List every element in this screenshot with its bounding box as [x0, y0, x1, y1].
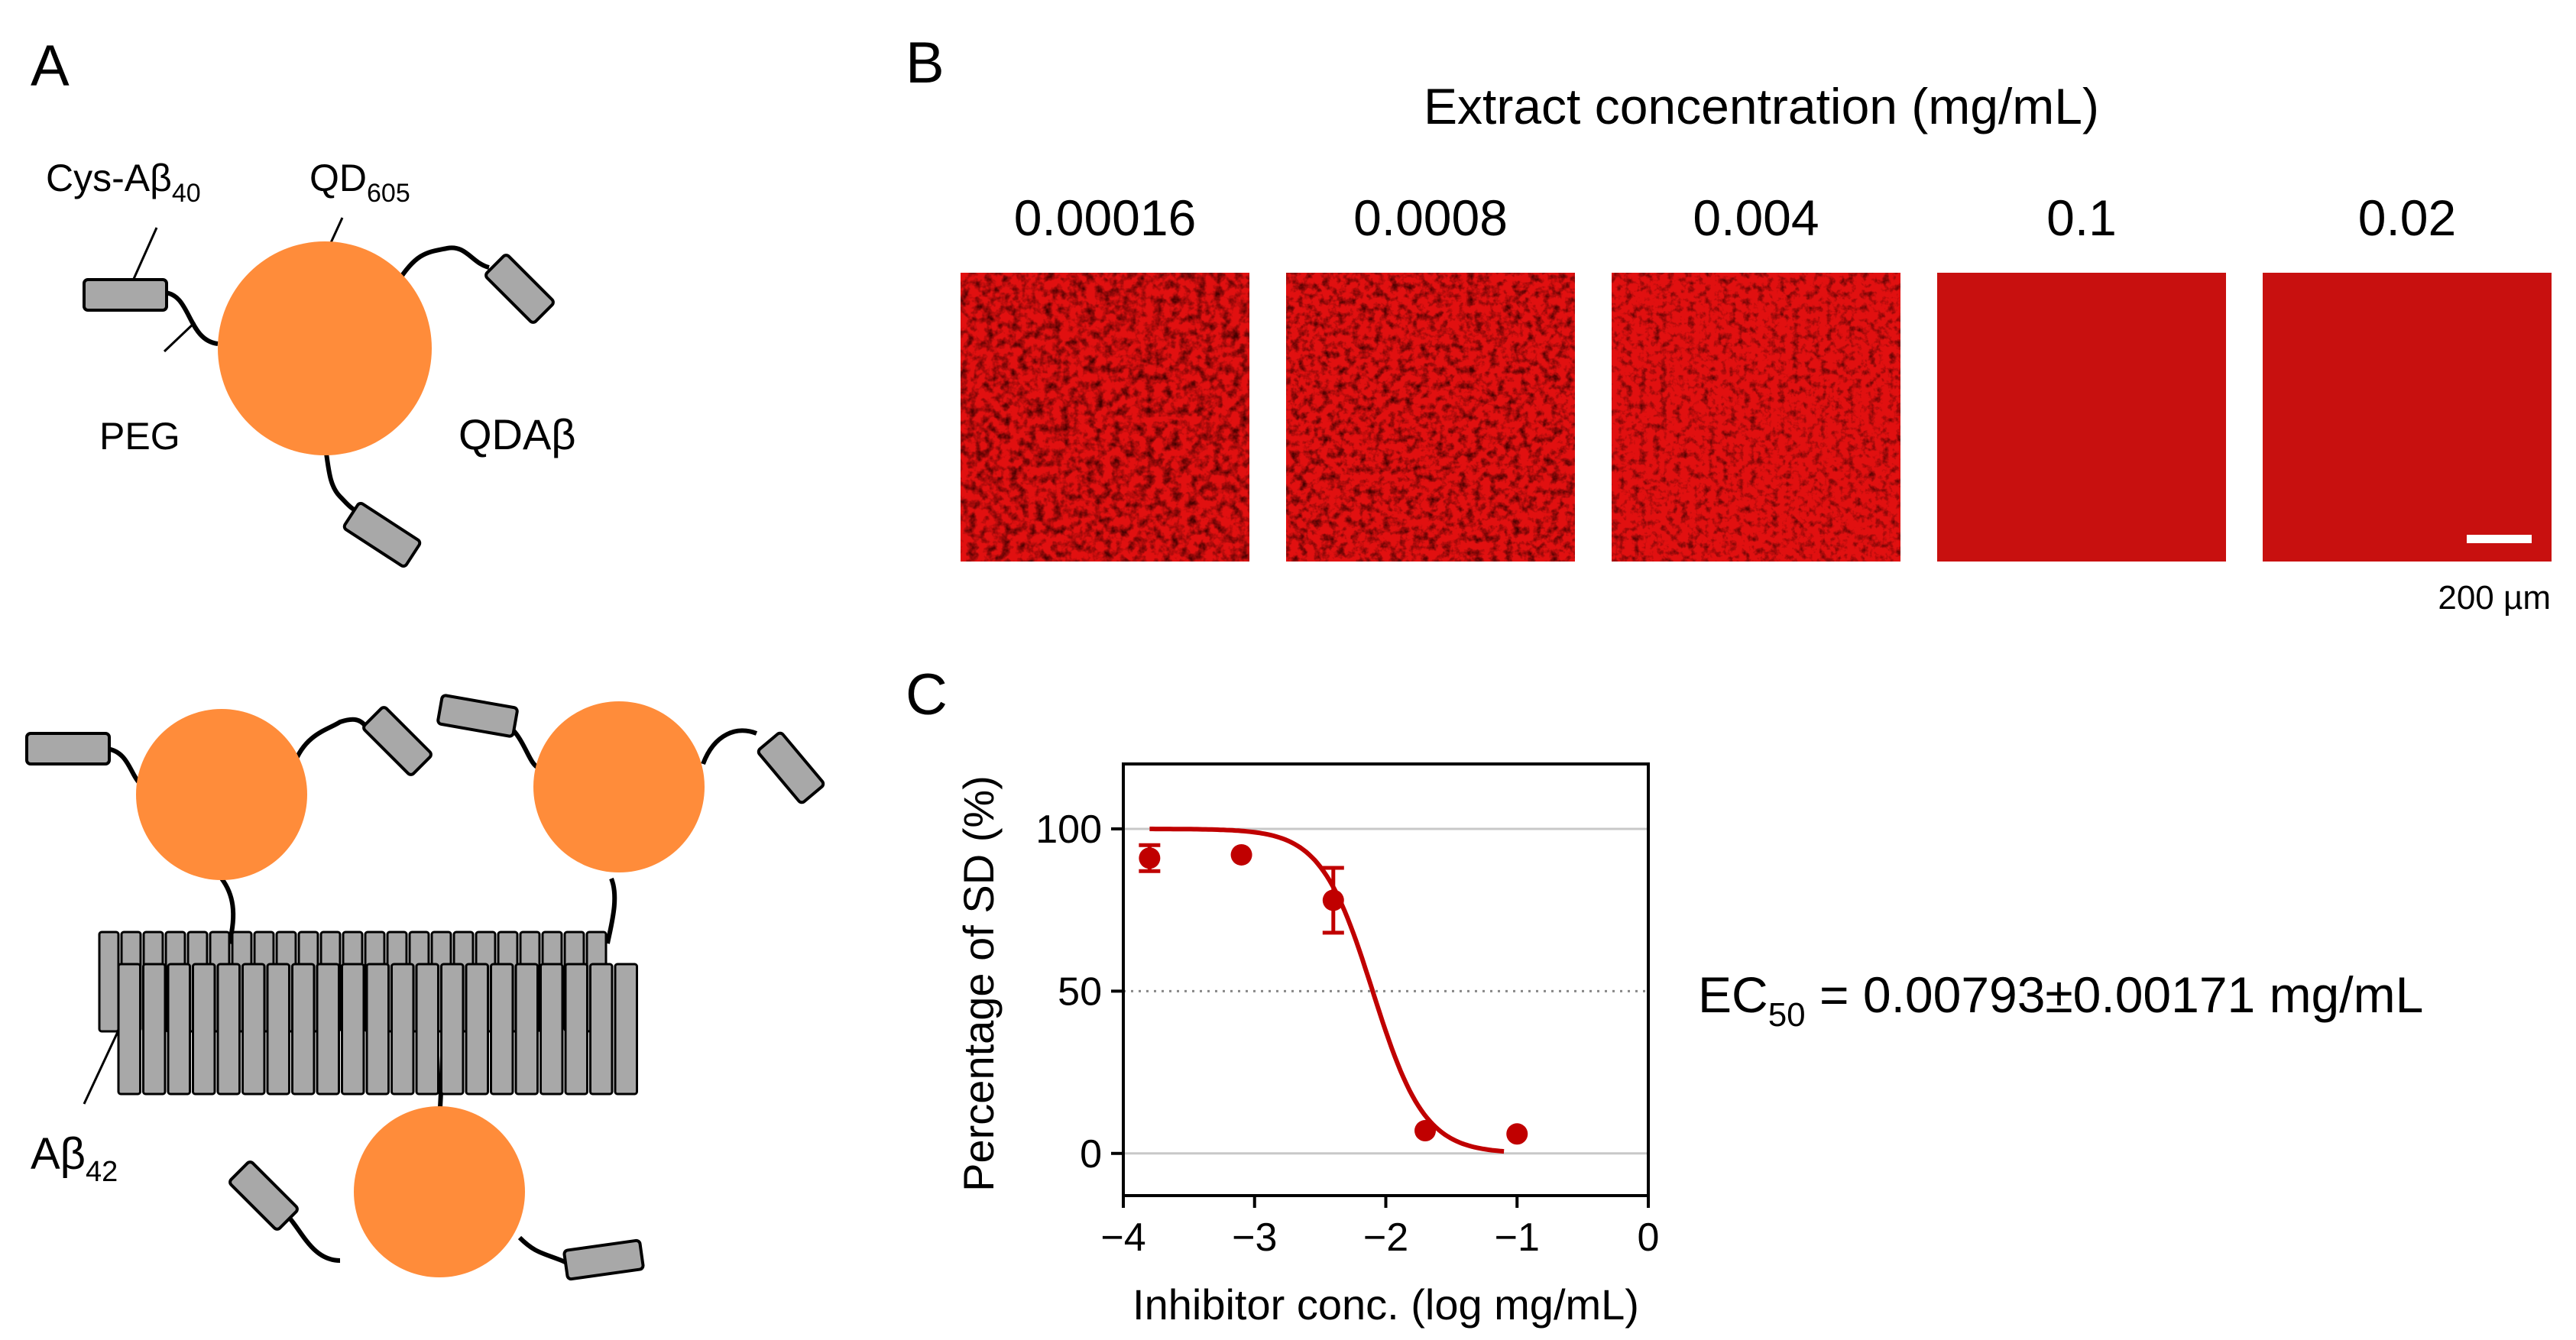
fibril-monomer-back [98, 931, 120, 1033]
quantum-dot [218, 241, 432, 455]
x-tick-label: −1 [1495, 1215, 1540, 1260]
panel-label-c: C [906, 662, 948, 727]
quantum-dot [354, 1106, 525, 1277]
concentration-label: 0.02 [2358, 189, 2456, 246]
fibril-monomer-front [291, 963, 316, 1096]
peg-linker [395, 245, 490, 284]
fibril-monomer-front [540, 963, 564, 1096]
panel-label-a: A [31, 34, 70, 99]
x-tick-label: −3 [1232, 1215, 1277, 1260]
abeta-peptide [562, 1238, 645, 1281]
abeta-peptide [436, 694, 519, 738]
data-point [1139, 847, 1161, 869]
fibril-monomer-front [142, 963, 167, 1096]
ab42-pointer-line [83, 1021, 124, 1105]
abeta-peptide [362, 706, 433, 776]
aggregate-speckle-texture [961, 273, 1249, 562]
peg-linker [292, 717, 368, 765]
fibril-monomer-front [490, 963, 514, 1096]
concentration-label: 0.0008 [1353, 189, 1508, 246]
fibril-monomer-front [465, 963, 489, 1096]
scale-bar [2467, 535, 2532, 543]
y-tick-label: 50 [1058, 969, 1102, 1014]
cys-abeta-peptide [83, 278, 168, 312]
x-tick-label: −2 [1363, 1215, 1408, 1260]
y-tick-label: 100 [1035, 808, 1102, 852]
abeta-peptide [228, 1160, 299, 1231]
y-tick-label: 0 [1080, 1132, 1102, 1177]
data-point [1506, 1123, 1528, 1145]
x-tick-label: −4 [1100, 1215, 1145, 1260]
fibril-monomer-front [316, 963, 340, 1096]
qdab-label: QDAβ [458, 410, 576, 458]
abeta-peptide [342, 502, 422, 568]
fibril-monomer-front [117, 963, 141, 1096]
abeta-peptide [757, 731, 825, 804]
concentration-label: 0.1 [2046, 189, 2117, 246]
fibril-monomer-front [241, 963, 266, 1096]
fibril-monomer-front [440, 963, 465, 1096]
microscopy-image-uniform [1937, 273, 2226, 562]
x-axis-label: Inhibitor conc. (log mg/mL) [1132, 1280, 1639, 1329]
fibril-monomer-front [192, 963, 216, 1096]
fibril-monomer-front [216, 963, 241, 1096]
quantum-dot [136, 709, 307, 880]
y-axis-label: Percentage of SD (%) [954, 775, 1003, 1192]
fibril-monomer-front [365, 963, 390, 1096]
fibril-monomer-front [167, 963, 191, 1096]
fibril-monomer-front [390, 963, 415, 1096]
peg-label: PEG [99, 415, 180, 458]
dose-response-chart: −4 −3 −2 −1 0 0 50 100 Inhibitor conc. (log mg/m… [954, 762, 1660, 1329]
concentration-label: 0.00016 [1014, 189, 1197, 246]
quantum-dot [533, 701, 705, 872]
microscopy-image-uniform [2263, 273, 2552, 562]
microscopy-row: 0.00016 0.0008 0.004 0.1 0.02 [961, 189, 2552, 562]
peg-linker [164, 290, 219, 346]
concentration-label: 0.004 [1693, 189, 1819, 246]
fibril-monomer-front [614, 963, 638, 1096]
ec50-annotation: EC50 = 0.00793±0.00171 mg/mL [1698, 966, 2423, 1034]
fibril-monomer-front [564, 963, 588, 1096]
panel-b-title: Extract concentration (mg/mL) [1424, 78, 2099, 134]
abeta-peptide [484, 254, 555, 324]
peg-pointer-line [163, 321, 196, 353]
x-tick-label: 0 [1638, 1215, 1660, 1260]
fibril-monomer-front [266, 963, 290, 1096]
qd-label: QD605 [309, 157, 410, 208]
fibril-monomer-front [589, 963, 614, 1096]
data-point [1322, 889, 1344, 911]
peg-linker [605, 877, 617, 944]
abeta-peptide [25, 732, 111, 765]
scale-bar-label: 200 µm [2438, 579, 2551, 617]
peg-linker [701, 728, 758, 765]
aggregation-diagram [25, 694, 825, 1281]
fibril-monomer-front [415, 963, 439, 1096]
data-point [1414, 1120, 1437, 1142]
ab42-label: Aβ42 [31, 1129, 118, 1188]
aggregate-speckle-texture [1286, 273, 1575, 562]
fibril-monomer-front [341, 963, 365, 1096]
cys-abeta-label: Cys-Aβ40 [46, 157, 201, 208]
panel-label-b: B [906, 31, 945, 95]
fit-curve [1149, 827, 1505, 1154]
fibril-monomer-front [514, 963, 539, 1096]
cys-pointer-line [132, 227, 158, 280]
aggregate-speckle-texture [1612, 273, 1900, 562]
data-point [1230, 843, 1252, 866]
abeta42-fibril [98, 931, 638, 1096]
